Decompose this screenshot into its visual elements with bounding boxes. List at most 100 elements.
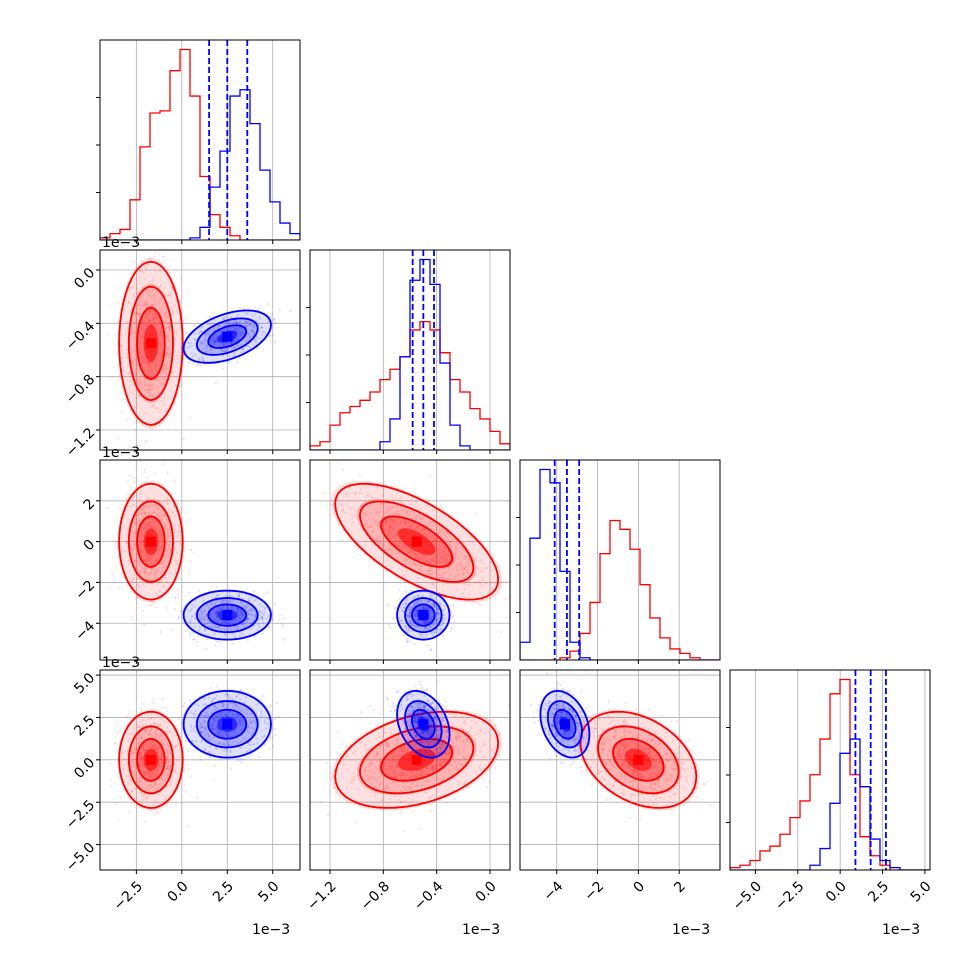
- scatter-point: [140, 736, 143, 740]
- scatter-point: [171, 370, 174, 374]
- scatter-point: [393, 772, 396, 775]
- scatter-point: [425, 621, 428, 624]
- scatter-point: [109, 784, 112, 787]
- scatter-point: [203, 734, 206, 737]
- scatter-point: [406, 598, 410, 602]
- scatter-point: [391, 751, 395, 754]
- scatter-point: [415, 734, 418, 738]
- scatter-point: [167, 769, 170, 773]
- scatter-point: [400, 774, 403, 777]
- scatter-point: [436, 611, 439, 614]
- scatter-point: [457, 752, 461, 755]
- scatter-point: [223, 620, 226, 623]
- scatter-point: [159, 284, 162, 288]
- scatter-point: [413, 610, 416, 613]
- scatter-point: [235, 619, 238, 622]
- scatter-point: [194, 703, 197, 706]
- scatter-point: [208, 735, 211, 738]
- scatter-point: [203, 610, 206, 613]
- scatter-point: [148, 383, 151, 386]
- scatter-point: [193, 730, 196, 733]
- scatter-point: [415, 713, 418, 716]
- scatter-point: [446, 538, 449, 541]
- scatter-point: [163, 554, 166, 557]
- scatter-point: [453, 620, 456, 623]
- scatter-point: [264, 727, 268, 730]
- scatter-point: [459, 561, 462, 564]
- scatter-point: [391, 518, 394, 521]
- scatter-point: [421, 594, 424, 597]
- scatter-point: [422, 740, 425, 743]
- scatter-point: [213, 334, 216, 337]
- scatter-point: [240, 351, 243, 354]
- scatter-point: [134, 320, 137, 323]
- scatter-point: [393, 536, 396, 539]
- scatter-point: [141, 356, 144, 359]
- scatter-point: [409, 705, 412, 708]
- scatter-point: [482, 578, 485, 581]
- scatter-point: [147, 746, 150, 750]
- scatter-point: [134, 746, 137, 749]
- scatter-point: [207, 332, 210, 336]
- scatter-point: [215, 336, 218, 339]
- scatter-point: [402, 606, 406, 609]
- scatter-point: [337, 797, 341, 801]
- scatter-point: [145, 304, 148, 307]
- scatter-point: [166, 498, 169, 502]
- scatter-point: [138, 570, 141, 573]
- scatter-point: [134, 714, 137, 717]
- scatter-point: [195, 364, 198, 367]
- scatter-point: [421, 599, 424, 602]
- scatter-point: [434, 736, 437, 739]
- scatter-point: [235, 321, 238, 325]
- scatter-point: [443, 562, 446, 565]
- scatter-point: [163, 260, 166, 263]
- scatter-point: [150, 370, 154, 373]
- scatter-point: [108, 304, 111, 307]
- scatter-point: [166, 294, 169, 297]
- scatter-point: [278, 614, 282, 617]
- scatter-point: [225, 750, 228, 753]
- scatter-point: [282, 625, 285, 628]
- scatter-point: [251, 720, 255, 723]
- scatter-point: [226, 607, 230, 610]
- scatter-point: [236, 610, 239, 613]
- scatter-point: [464, 583, 467, 586]
- scatter-point: [142, 771, 146, 775]
- scatter-point: [432, 539, 435, 543]
- scatter-point: [245, 619, 248, 622]
- scatter-point: [175, 744, 178, 747]
- scatter-point: [411, 607, 414, 610]
- scatter-point: [157, 723, 160, 727]
- scatter-point: [424, 598, 427, 602]
- scatter-point: [221, 621, 224, 624]
- scatter-point: [424, 620, 427, 623]
- scatter-point: [248, 333, 251, 336]
- scatter-point: [415, 617, 418, 620]
- scatter-point: [227, 693, 230, 697]
- scatter-point: [394, 512, 397, 515]
- scatter-point: [171, 289, 174, 292]
- scatter-point: [149, 503, 152, 506]
- scatter-point: [364, 514, 368, 517]
- scatter-point: [210, 625, 213, 628]
- scatter-point: [229, 751, 232, 754]
- scatter-point: [157, 500, 161, 503]
- scatter-point: [419, 769, 423, 772]
- scatter-point: [474, 512, 478, 516]
- scatter-point: [139, 332, 142, 335]
- scatter-point: [389, 626, 392, 629]
- scatter-point: [153, 722, 156, 725]
- scatter-point: [232, 620, 235, 623]
- scatter-point: [440, 750, 443, 753]
- scatter-point: [181, 361, 184, 364]
- scatter-point: [416, 619, 419, 622]
- scatter-point: [204, 711, 208, 714]
- scatter-point: [422, 774, 425, 777]
- scatter-point: [184, 790, 187, 793]
- scatter-point: [158, 253, 161, 256]
- scatter-point: [162, 743, 165, 746]
- scatter-point: [418, 680, 422, 684]
- scatter-point: [208, 735, 211, 738]
- scatter-point: [434, 618, 438, 622]
